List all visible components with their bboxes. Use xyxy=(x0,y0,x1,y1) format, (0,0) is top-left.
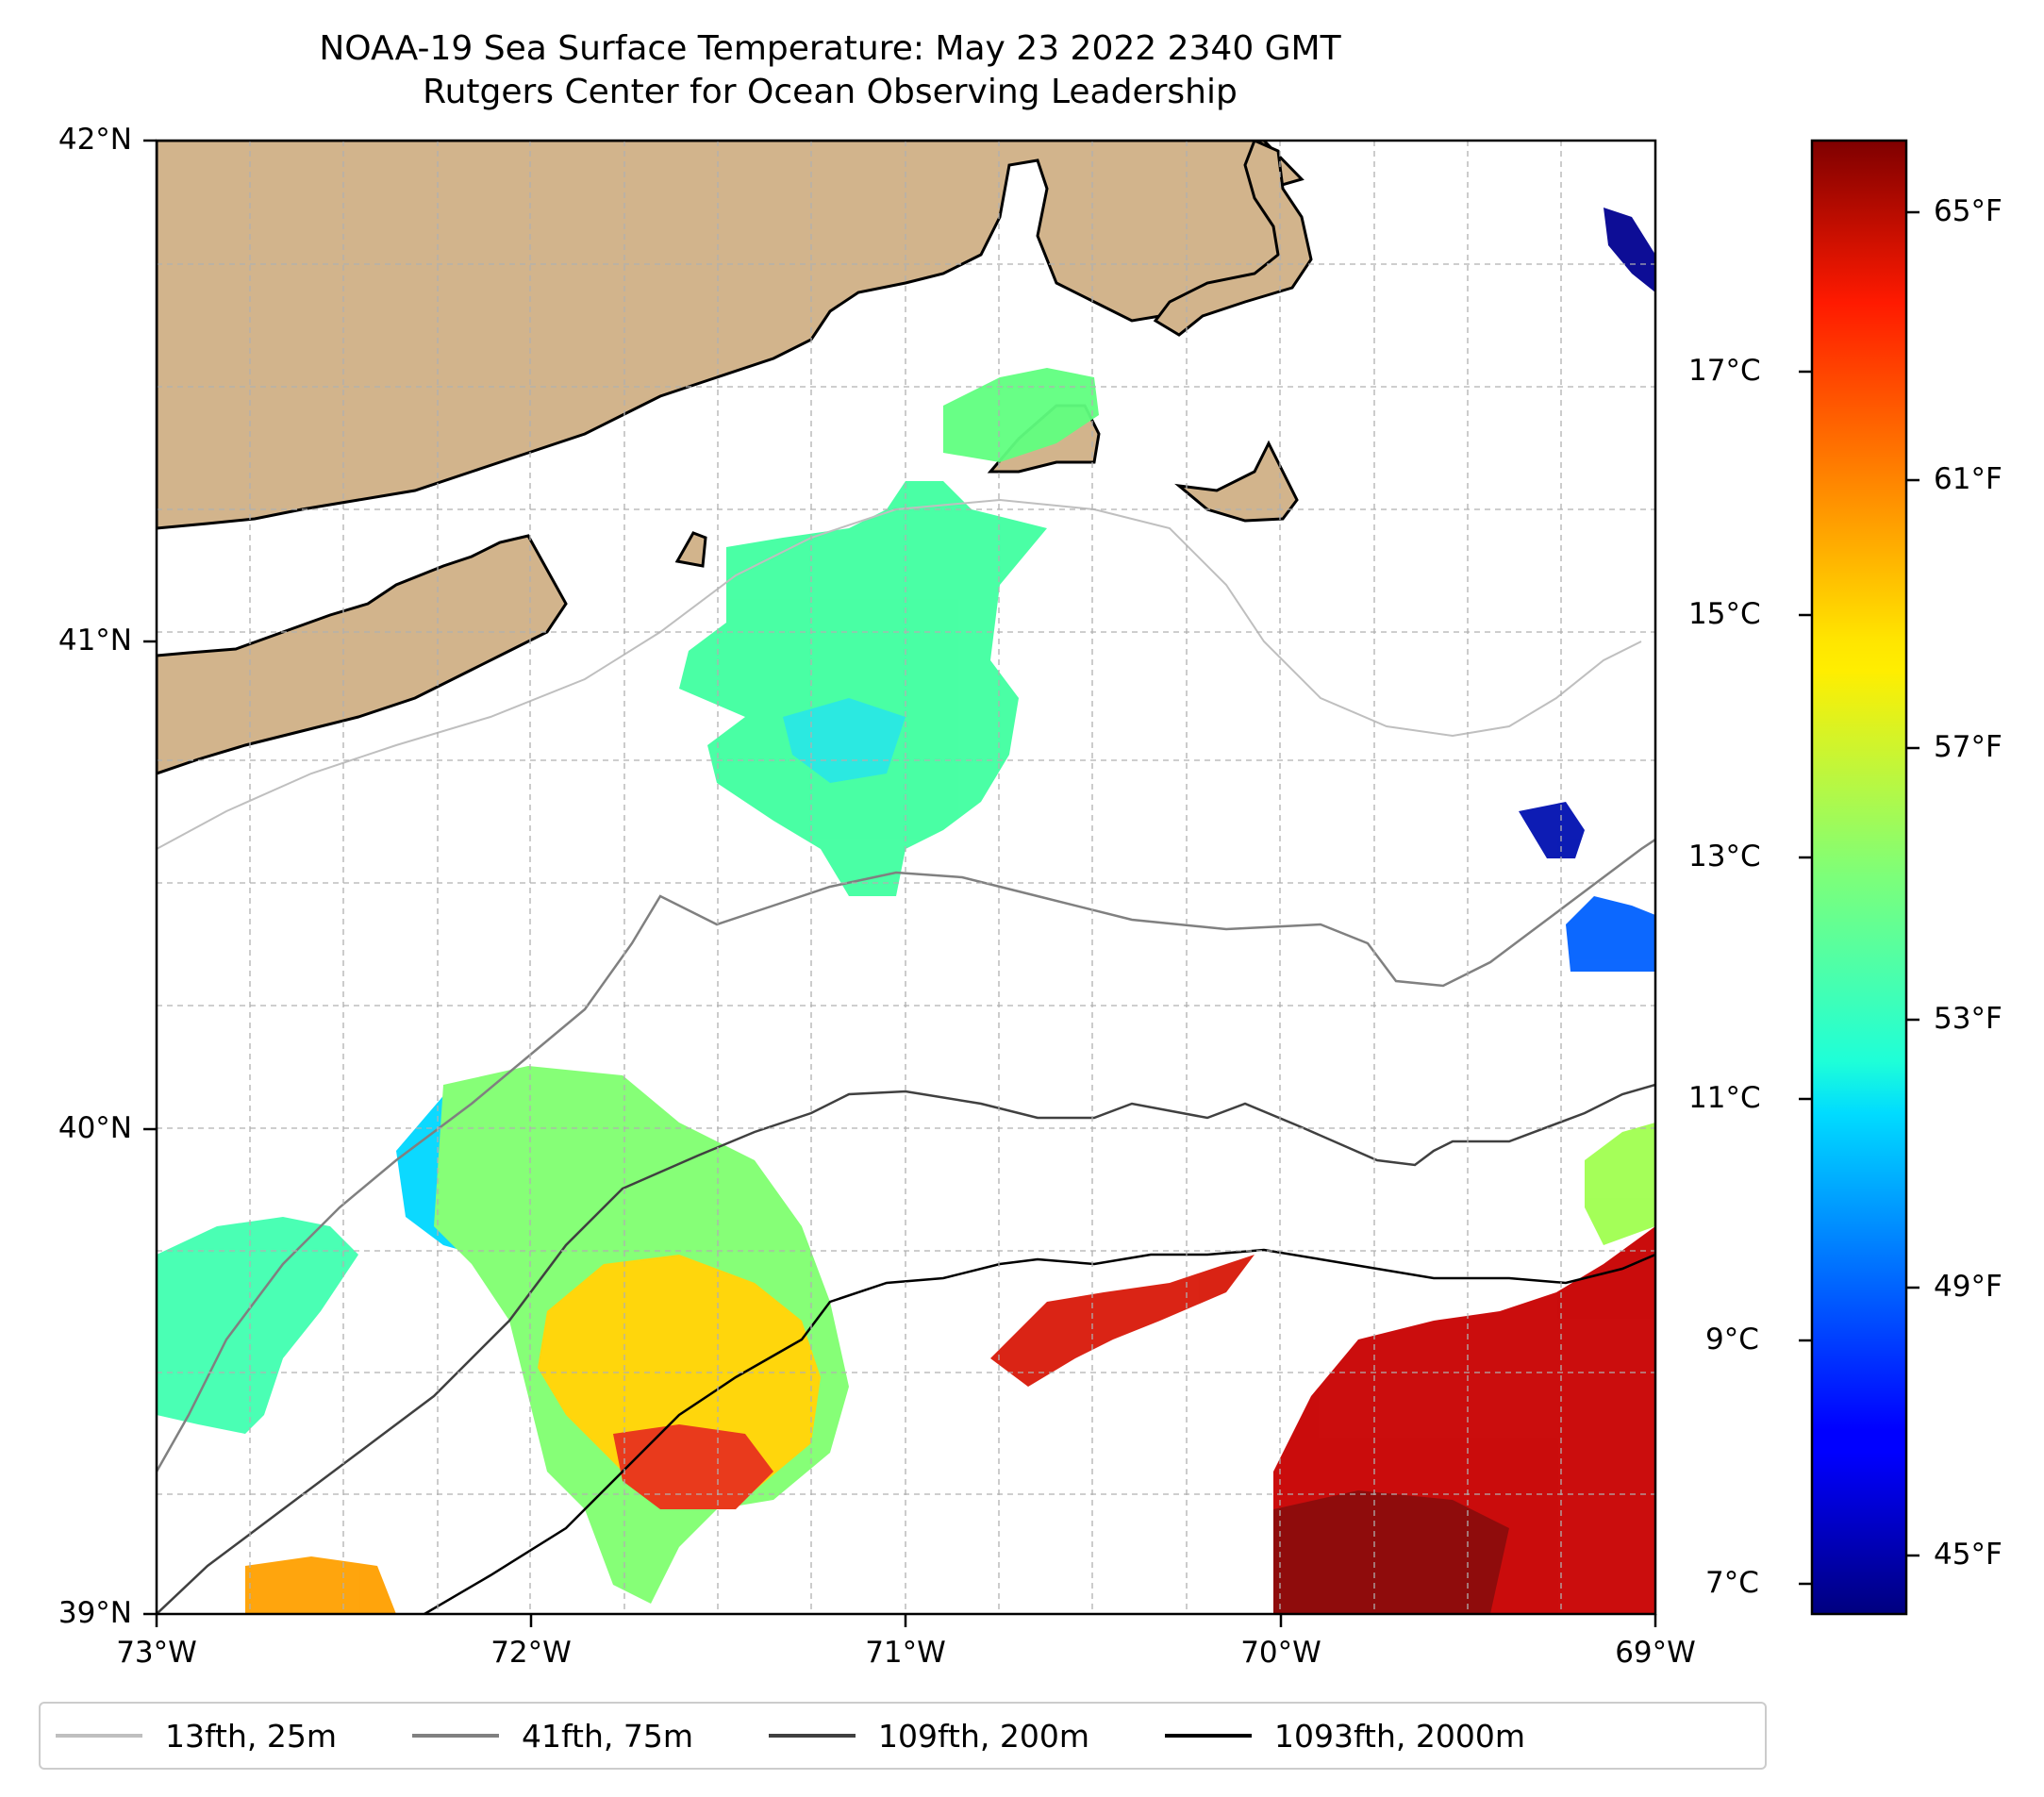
land-long-island xyxy=(157,534,568,775)
lat-label-41: 41°N xyxy=(58,624,132,657)
land-block-island xyxy=(674,531,707,568)
isobath-25m xyxy=(157,498,1642,850)
colorbar-fahrenheit-label: 49°F xyxy=(1934,1270,2002,1304)
colorbar-fahrenheit-label: 45°F xyxy=(1934,1538,2002,1572)
colorbar-celsius-label: 9°C xyxy=(1705,1323,1759,1356)
lat-label-40: 40°N xyxy=(58,1111,132,1145)
lat-label-42: 42°N xyxy=(58,123,132,157)
legend-item-25m: 13fth, 25m xyxy=(56,1718,337,1755)
colorbar-celsius-label: 11°C xyxy=(1688,1081,1761,1115)
gridlines xyxy=(157,141,1655,1614)
lat-label-39: 39°N xyxy=(58,1596,132,1630)
isobath-2000m xyxy=(424,1248,1655,1614)
legend-label: 109fth, 200m xyxy=(878,1717,1089,1755)
legend-swatch-75m xyxy=(412,1734,499,1738)
colorbar-celsius-label: 7°C xyxy=(1705,1566,1759,1600)
legend-label: 41fth, 75m xyxy=(522,1717,693,1755)
legend-item-2000m: 1093fth, 2000m xyxy=(1165,1718,1525,1755)
legend-swatch-2000m xyxy=(1165,1734,1252,1738)
isobath-legend: 13fth, 25m 41fth, 75m 109fth, 200m 1093f… xyxy=(39,1702,1767,1770)
legend-item-200m: 109fth, 200m xyxy=(769,1718,1089,1755)
sst-patch-east-navy xyxy=(1519,802,1585,858)
map-subtitle: Rutgers Center for Ocean Observing Leade… xyxy=(423,73,1238,111)
lon-label-70: 70°W xyxy=(1240,1636,1321,1670)
lon-label-73: 73°W xyxy=(116,1636,197,1670)
colorbar-fahrenheit-label: 61°F xyxy=(1934,462,2002,496)
isobath-200m xyxy=(157,1083,1655,1614)
land-cape-cod xyxy=(1153,141,1313,337)
sst-patch-east-blue xyxy=(1566,896,1655,972)
legend-item-75m: 41fth, 75m xyxy=(412,1718,693,1755)
sst-patch-central-cool xyxy=(783,698,906,783)
sst-patch-shelf-red xyxy=(613,1424,773,1509)
colorbar-fahrenheit-label: 53°F xyxy=(1934,1002,2002,1036)
legend-label: 1093fth, 2000m xyxy=(1274,1717,1525,1755)
legend-swatch-25m xyxy=(56,1734,142,1738)
sst-patch-west xyxy=(157,1217,358,1434)
colorbar xyxy=(1810,139,1908,1616)
legend-swatch-200m xyxy=(769,1734,856,1738)
colorbar-celsius-label: 17°C xyxy=(1688,354,1761,388)
bathymetry xyxy=(157,498,1655,1614)
land-nantucket xyxy=(1174,440,1299,523)
isobath-75m xyxy=(157,838,1655,1473)
colorbar-fahrenheit-label: 65°F xyxy=(1934,194,2002,228)
lon-label-69: 69°W xyxy=(1615,1636,1696,1670)
sst-field xyxy=(157,208,1655,1614)
sst-patch-northeast-navy xyxy=(1604,208,1655,292)
map-ticks xyxy=(143,139,1657,1627)
colorbar-fahrenheit-label: 57°F xyxy=(1934,730,2002,764)
map-title: NOAA-19 Sea Surface Temperature: May 23 … xyxy=(319,29,1341,68)
colorbar-ticks xyxy=(1799,210,1919,1586)
lon-label-72: 72°W xyxy=(490,1636,572,1670)
sst-patch-east-green xyxy=(1585,1123,1655,1245)
colorbar-celsius-label: 13°C xyxy=(1688,840,1761,874)
colorbar-celsius-label: 15°C xyxy=(1688,597,1761,631)
sst-patch-central xyxy=(679,481,1047,896)
sst-patch-gulfstream-deep xyxy=(1273,1490,1509,1614)
sst-patch-shelf-yellow xyxy=(538,1255,821,1500)
legend-label: 13fth, 25m xyxy=(165,1717,337,1755)
sst-patch-gulfstream-mid xyxy=(990,1255,1255,1387)
land-new-england xyxy=(157,141,1305,530)
sst-patch-southwest xyxy=(245,1556,396,1614)
sst-patch-sound-green xyxy=(943,368,1099,462)
lon-label-71: 71°W xyxy=(865,1636,946,1670)
